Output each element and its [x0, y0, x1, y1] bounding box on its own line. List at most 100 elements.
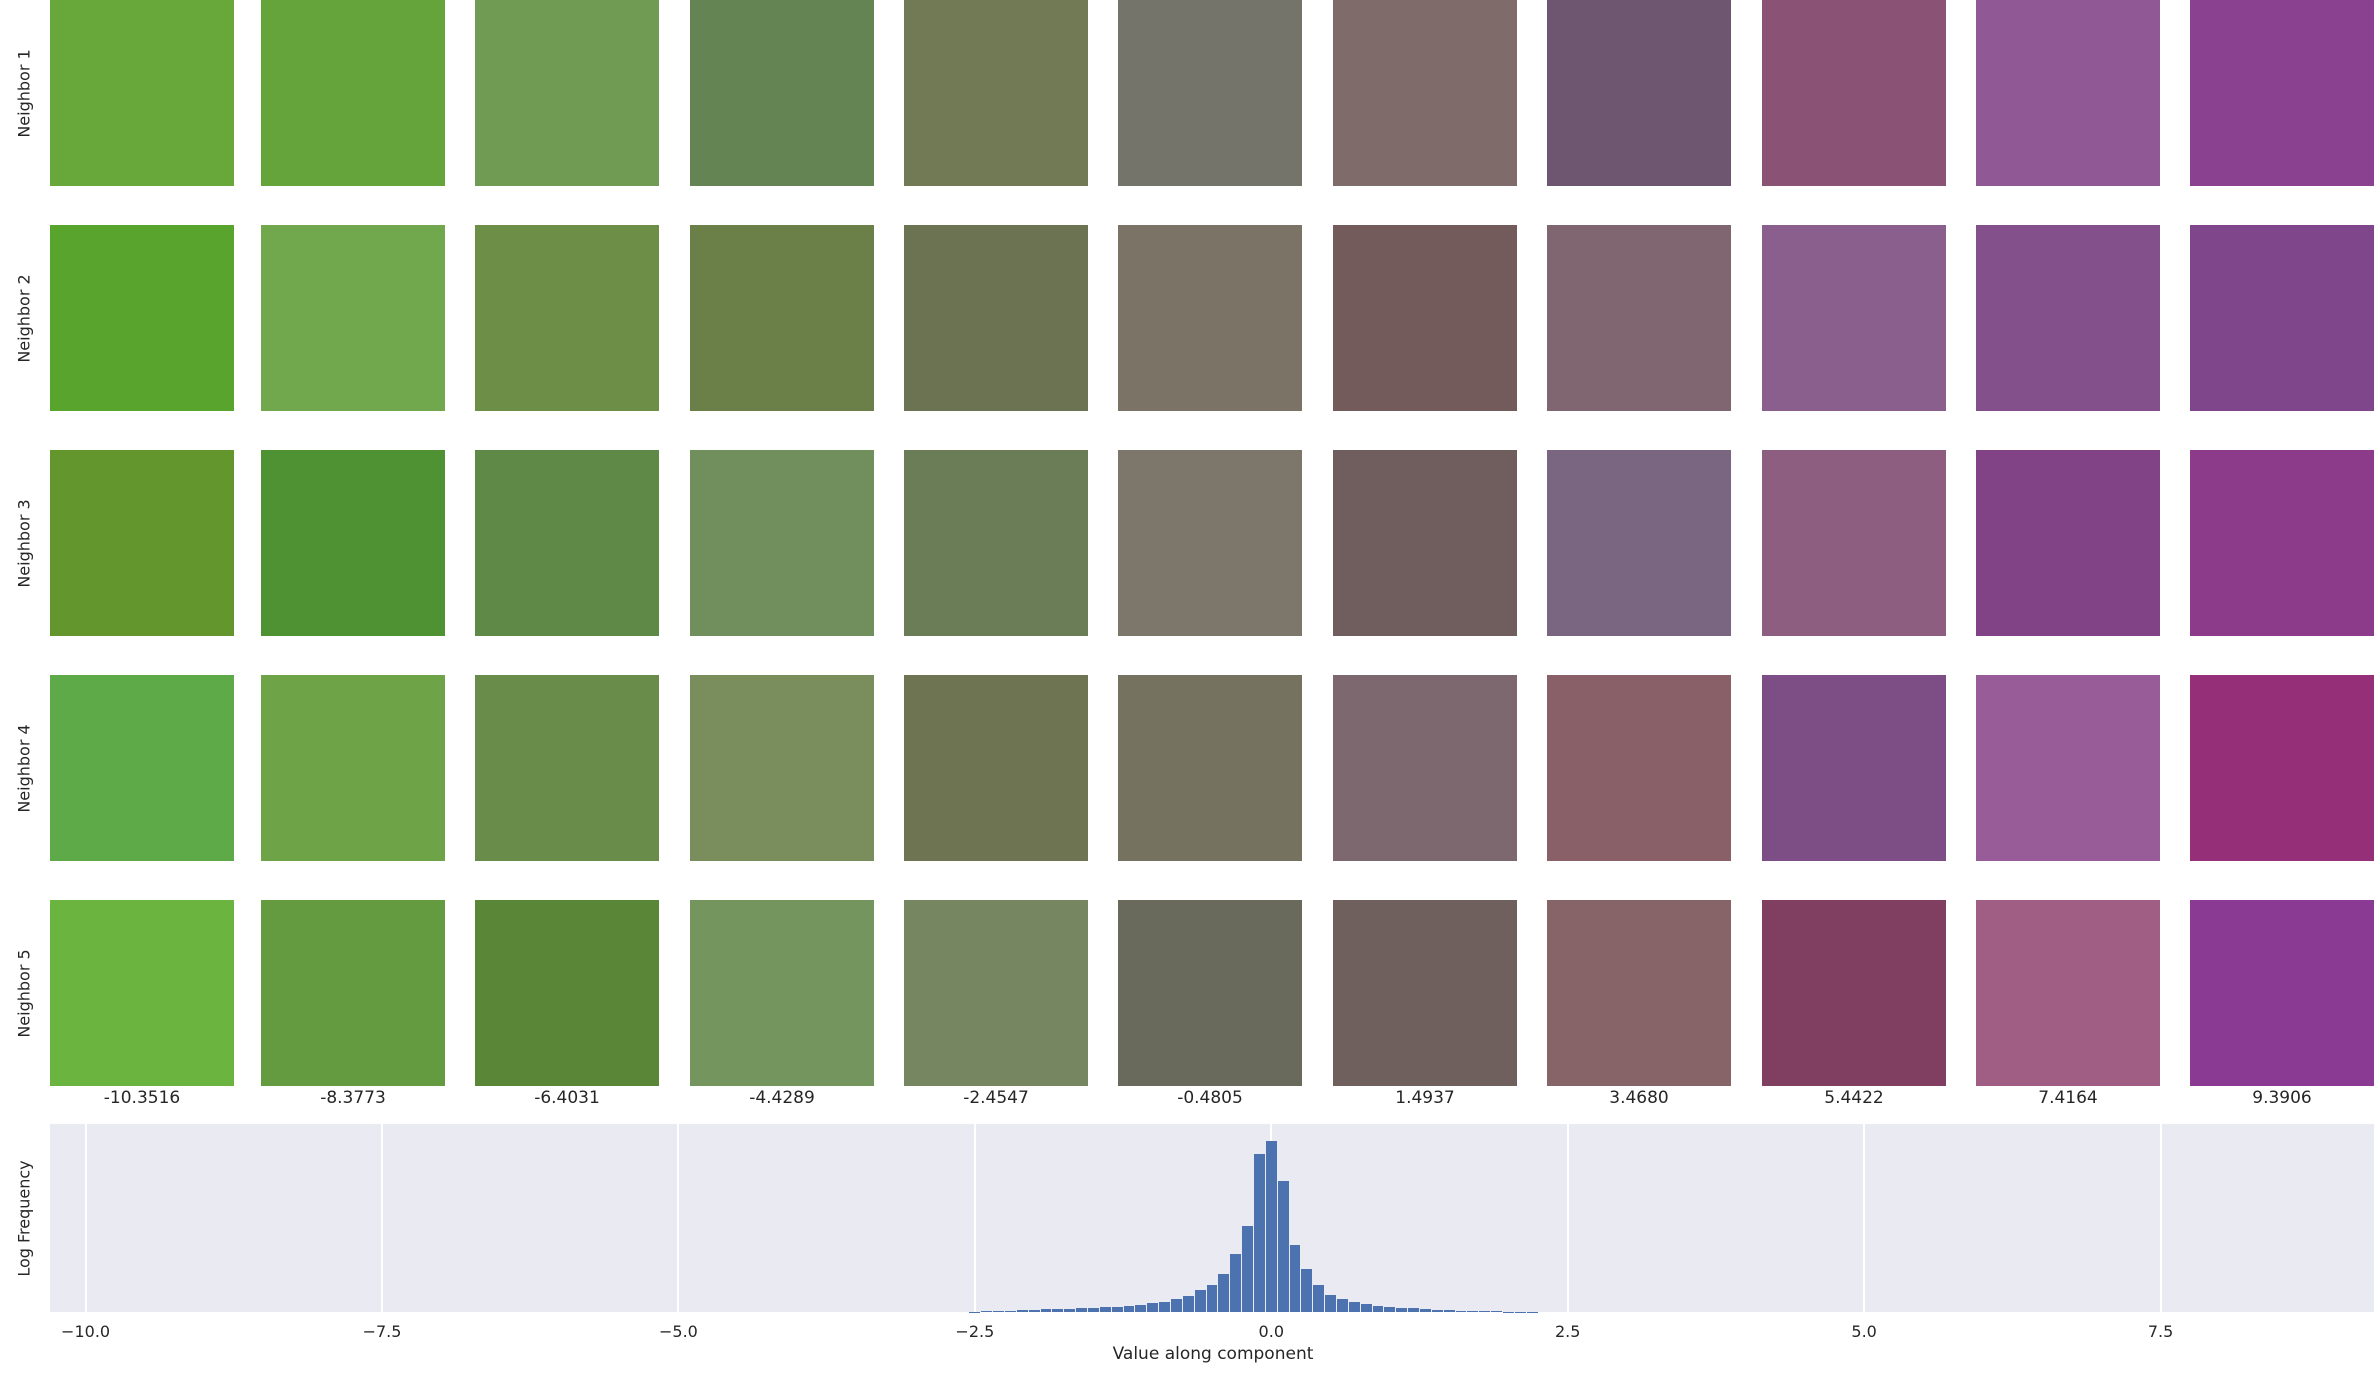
histogram-bar	[1431, 1309, 1443, 1312]
histogram-bar	[1242, 1225, 1253, 1312]
column-value-label: 1.4937	[1395, 1088, 1455, 1108]
histogram-bar	[1123, 1305, 1135, 1312]
histogram-bar	[993, 1311, 1004, 1312]
histogram-bar	[1372, 1305, 1384, 1312]
histogram-bar	[1479, 1311, 1491, 1312]
histogram-bar	[1052, 1309, 1064, 1312]
neighbor-image-tile	[1118, 900, 1302, 1086]
neighbor-image-tile	[1976, 0, 2160, 186]
neighbor-image-tile	[1976, 675, 2160, 861]
neighbor-image-tile	[261, 225, 445, 411]
histogram-bar	[1171, 1299, 1182, 1312]
neighbor-image-tile	[1762, 0, 1946, 186]
neighbor-image-tile	[1333, 900, 1517, 1086]
histogram-bar	[981, 1311, 993, 1312]
histogram-bar	[1325, 1294, 1336, 1312]
x-tick-label: 5.0	[1851, 1322, 1877, 1341]
neighbor-image-tile	[1762, 900, 1946, 1086]
x-tick-label: −5.0	[658, 1322, 698, 1341]
column-value-label: -8.3773	[320, 1088, 386, 1108]
neighbor-image-tile	[1762, 225, 1946, 411]
neighbor-image-tile	[904, 900, 1088, 1086]
neighbor-image-tile	[1547, 450, 1731, 636]
neighbor-image-tile	[2190, 900, 2374, 1086]
x-axis-label: Value along component	[1112, 1344, 1314, 1364]
histogram-bar	[1194, 1290, 1206, 1312]
histogram-bar	[1230, 1254, 1242, 1312]
histogram-bar	[1111, 1306, 1123, 1312]
gridline	[1566, 1124, 1569, 1312]
neighbor-image-tile	[1547, 675, 1731, 861]
neighbor-image-tile	[261, 675, 445, 861]
histogram-bar	[1218, 1274, 1230, 1312]
neighbor-image-tile	[1976, 225, 2160, 411]
histogram-bar	[1076, 1308, 1087, 1312]
neighbor-image-tile	[2190, 450, 2374, 636]
neighbor-image-tile	[690, 900, 874, 1086]
histogram-bar	[1443, 1310, 1455, 1312]
histogram-bar	[1337, 1299, 1348, 1312]
neighbor-image-tile	[690, 675, 874, 861]
neighbor-image-tile	[690, 225, 874, 411]
histogram-bar	[1408, 1308, 1419, 1312]
histogram-bar	[1467, 1310, 1479, 1312]
neighbor-image-tile	[2190, 0, 2374, 186]
neighbor-image-tile	[1547, 225, 1731, 411]
histogram-bar	[1135, 1304, 1147, 1312]
row-label-wrap: Neighbor 2	[12, 225, 36, 411]
histogram-bar	[1064, 1308, 1076, 1312]
row-label-wrap: Neighbor 1	[12, 0, 36, 186]
column-value-label: -0.4805	[1177, 1088, 1243, 1108]
neighbor-image-tile	[50, 900, 234, 1086]
column-value-label: 3.4680	[1609, 1088, 1669, 1108]
histogram-bar	[1360, 1303, 1372, 1312]
gridline	[1863, 1124, 1866, 1312]
neighbor-image-tile	[1547, 0, 1731, 186]
histogram-bar	[1384, 1306, 1396, 1312]
column-value-label: -10.3516	[103, 1088, 181, 1108]
row-label: Neighbor 4	[14, 723, 34, 813]
x-tick-label: 7.5	[2147, 1322, 2174, 1341]
neighbor-image-tile	[1118, 675, 1302, 861]
histogram-bar	[1348, 1302, 1360, 1312]
x-tick-label: −7.5	[362, 1322, 402, 1341]
neighbor-image-tile	[904, 0, 1088, 186]
row-label-wrap: Neighbor 4	[12, 675, 36, 861]
y-axis-label-wrap: Log Frequency	[12, 1124, 36, 1312]
neighbor-image-tile	[904, 225, 1088, 411]
neighbor-image-tile	[1333, 450, 1517, 636]
column-value-label: 7.4164	[2038, 1088, 2098, 1108]
neighbor-image-tile	[475, 225, 659, 411]
x-tick-label: 2.5	[1554, 1322, 1581, 1341]
histogram-bar	[1396, 1307, 1408, 1312]
histogram-bar	[1289, 1245, 1301, 1312]
neighbor-image-tile	[1333, 0, 1517, 186]
neighbor-image-tile	[690, 0, 874, 186]
row-label: Neighbor 3	[14, 498, 34, 588]
neighbor-image-tile	[2190, 225, 2374, 411]
histogram-bar	[1147, 1303, 1159, 1312]
neighbor-image-tile	[1976, 900, 2160, 1086]
column-value-label: -6.4031	[534, 1088, 600, 1108]
histogram-bar	[1099, 1307, 1111, 1312]
neighbor-image-tile	[50, 675, 234, 861]
histogram-bar	[1420, 1309, 1431, 1312]
neighbor-image-tile	[1762, 450, 1946, 636]
neighbor-image-tile	[50, 450, 234, 636]
histogram-plot-area	[50, 1124, 2374, 1312]
column-value-label: -2.4547	[963, 1088, 1029, 1108]
neighbor-image-tile	[1118, 450, 1302, 636]
neighbor-image-tile	[2190, 675, 2374, 861]
histogram-bar	[1028, 1309, 1040, 1312]
row-label-wrap: Neighbor 5	[12, 900, 36, 1086]
neighbor-image-tile	[475, 0, 659, 186]
neighbor-image-tile	[1333, 225, 1517, 411]
histogram-bar	[1491, 1311, 1502, 1312]
neighbor-image-tile	[475, 450, 659, 636]
histogram-bar	[1088, 1307, 1099, 1312]
neighbor-image-tile	[50, 225, 234, 411]
histogram-bar	[1277, 1180, 1289, 1312]
histogram-bar	[1159, 1301, 1170, 1312]
histogram-bar	[1455, 1310, 1467, 1312]
neighbor-image-tile	[1547, 900, 1731, 1086]
